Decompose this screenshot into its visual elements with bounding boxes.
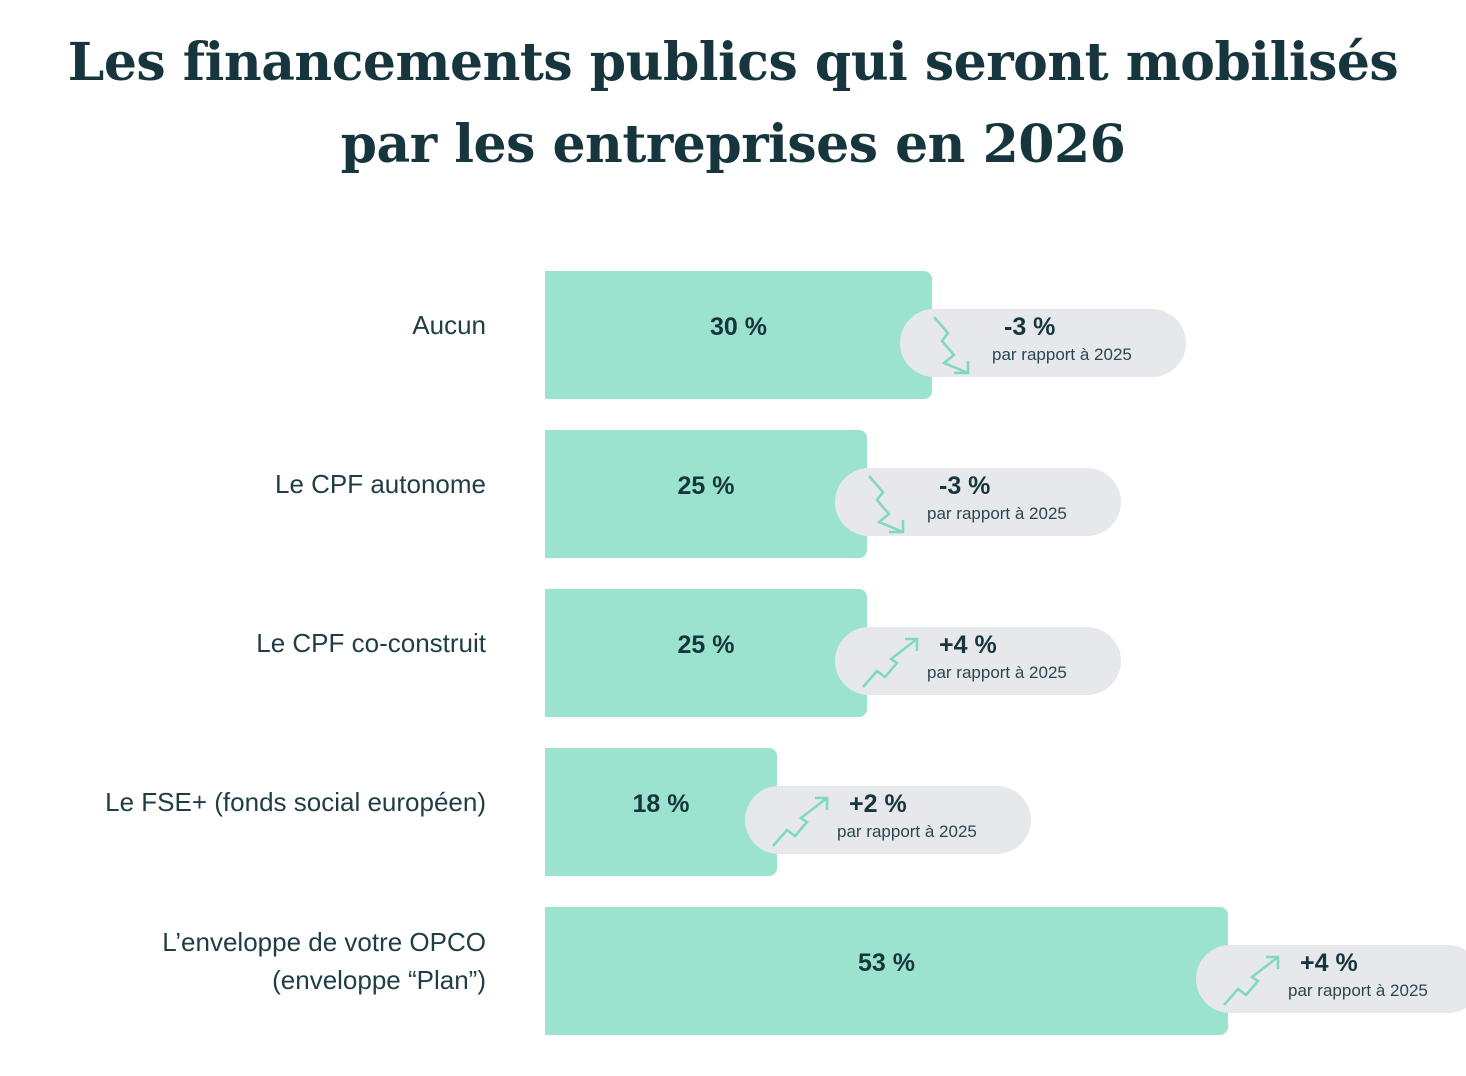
category-label: L’enveloppe de votre OPCO (enveloppe “Pla…	[162, 923, 486, 999]
change-note: par rapport à 2025	[927, 663, 1067, 682]
category-label-line: Le FSE+ (fonds social européen)	[105, 787, 486, 817]
trend-up-icon	[772, 796, 829, 847]
category-label: Aucun	[412, 306, 486, 344]
change-pill: +2 % par rapport à 2025	[745, 786, 1031, 854]
bar-value-label: 18 %	[632, 790, 690, 818]
change-value: -3 %	[1004, 313, 1056, 341]
bar	[545, 430, 867, 558]
change-note: par rapport à 2025	[837, 822, 977, 841]
change-note: par rapport à 2025	[927, 504, 1067, 523]
category-label-line: Aucun	[412, 310, 486, 340]
category-label: Le CPF autonome	[275, 465, 486, 503]
category-label: Le CPF co-construit	[256, 624, 486, 662]
change-note: par rapport à 2025	[992, 345, 1132, 364]
category-label-line: (enveloppe “Plan”)	[272, 965, 486, 995]
bar	[545, 271, 932, 399]
trend-up-icon	[1223, 955, 1280, 1006]
category-label-line: Le CPF co-construit	[256, 628, 486, 658]
trend-down-icon	[933, 316, 970, 375]
bar-value-label: 53 %	[858, 949, 915, 977]
change-pill: -3 % par rapport à 2025	[900, 309, 1186, 377]
bar	[545, 748, 777, 876]
change-value: +2 %	[849, 790, 907, 818]
bar-value-label: 25 %	[677, 472, 735, 500]
change-value: +4 %	[939, 631, 997, 659]
chart-title: Les financements publics qui seront mobi…	[0, 22, 1466, 186]
change-value: +4 %	[1300, 949, 1358, 977]
category-label-line: L’enveloppe de votre OPCO	[162, 927, 486, 957]
chart-title-line-2: par les entreprises en 2026	[340, 114, 1126, 175]
bar-value-label: 25 %	[677, 631, 735, 659]
trend-up-icon	[862, 637, 919, 688]
change-note: par rapport à 2025	[1288, 981, 1428, 1000]
change-value: -3 %	[939, 472, 991, 500]
trend-down-icon	[868, 475, 905, 534]
change-pill: +4 % par rapport à 2025	[835, 627, 1121, 695]
bar	[545, 907, 1228, 1035]
category-label-line: Le CPF autonome	[274, 469, 486, 499]
chart-title-line-1: Les financements publics qui seront mobi…	[67, 32, 1399, 93]
change-pill: +4 % par rapport à 2025	[1196, 945, 1466, 1013]
change-pill: -3 % par rapport à 2025	[835, 468, 1121, 536]
bar	[545, 589, 867, 717]
bar-value-label: 30 %	[710, 313, 767, 341]
category-label: Le FSE+ (fonds social européen)	[105, 783, 486, 821]
